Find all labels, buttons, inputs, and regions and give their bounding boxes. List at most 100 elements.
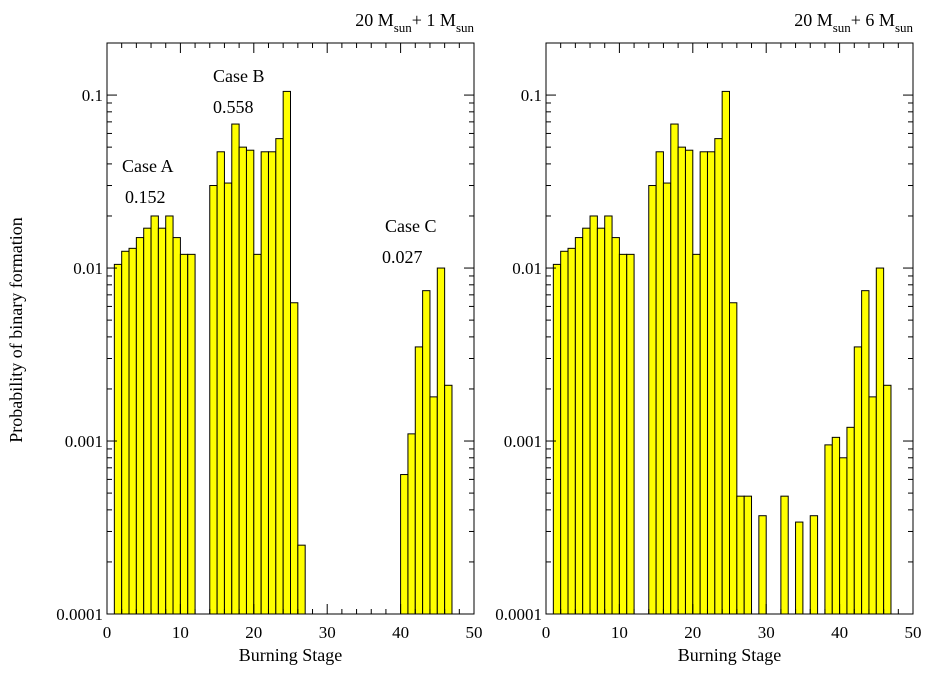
bar-right-stage-9 [611,237,620,615]
bar-left-stage-17 [231,123,240,615]
bar-right-stage-20 [692,253,701,615]
title-right-mid: + 6 M [851,10,895,30]
bar-series-right [552,90,892,615]
ticks-left: 0 10 20 30 40 50 0.0001 0.001 0.01 0.1 [56,42,483,642]
bar-left-stage-18 [238,146,247,615]
chart-panel-left: 0 10 20 30 40 50 0.0001 0.001 0.01 0.1 Burning St… [56,10,482,665]
plot-frame-right [545,42,914,615]
bar-right-stage-32 [780,495,789,615]
annotation-case-b-value: 0.558 [213,97,254,117]
bar-series-left [113,90,453,615]
bar-left-stage-1 [113,263,123,615]
x-tick-label: 20 [684,623,701,642]
bar-left-stage-4 [135,237,145,615]
bar-left-stage-8 [165,215,174,615]
bar-left-stage-20 [253,253,262,615]
x-tick-label: 50 [466,623,483,642]
bar-left-stage-16 [223,182,233,615]
title-left-mid: + 1 M [412,10,456,30]
x-tick-label: 10 [611,623,628,642]
bar-right-stage-7 [596,227,606,615]
bar-left-stage-40 [400,474,409,615]
title-right-sub1: sun [833,20,852,35]
bar-left-stage-14 [209,185,218,615]
x-tick-label: 40 [392,623,409,642]
title-left-sub2: sun [456,20,475,35]
annotation-case-c-value: 0.027 [382,247,423,267]
bar-right-stage-41 [846,426,855,615]
chart-title-left: 20 Msun+ 1 Msun [355,10,474,35]
title-right-sub2: sun [895,20,914,35]
bar-right-stage-26 [736,495,745,615]
bar-left-stage-7 [157,227,167,615]
y-tick-label: 0.1 [82,86,103,105]
bar-right-stage-21 [699,151,708,615]
x-tick-label: 10 [172,623,189,642]
bar-right-stage-40 [839,457,848,615]
bar-left-stage-10 [179,253,189,615]
bar-right-stage-27 [743,495,753,615]
bar-left-stage-11 [187,253,196,615]
bar-left-stage-21 [260,151,269,615]
bar-left-stage-9 [172,237,181,615]
bar-left-stage-46 [444,384,453,615]
x-tick-label: 50 [905,623,922,642]
bar-left-stage-43 [422,290,431,615]
annotation-case-a-value: 0.152 [125,187,166,207]
bar-right-stage-24 [721,90,730,615]
bar-right-stage-34 [795,521,804,615]
bar-left-stage-22 [267,151,277,615]
bar-right-stage-1 [552,263,562,615]
bar-left-stage-44 [429,396,438,615]
bar-right-stage-10 [618,253,628,615]
x-tick-label: 0 [103,623,112,642]
y-tick-label: 0.01 [512,259,542,278]
bar-right-stage-8 [604,215,613,615]
title-left-main: 20 M [355,10,394,30]
bar-left-stage-25 [290,302,299,615]
bar-right-stage-38 [824,444,833,615]
chart-panel-right: 0 10 20 30 40 50 0.0001 0.001 0.01 0.1 Burning St… [495,10,921,665]
title-right-main: 20 M [794,10,833,30]
bar-right-stage-14 [648,185,657,615]
bar-right-stage-3 [567,247,576,615]
bar-right-stage-45 [875,267,885,615]
y-tick-label: 0.001 [504,432,542,451]
bar-right-stage-29 [758,515,767,615]
bar-left-stage-19 [245,149,255,615]
y-tick-label: 0.0001 [56,605,103,624]
bar-right-stage-4 [574,237,584,615]
y-axis-label: Probability of binary formation [6,217,26,442]
y-tick-label: 0.001 [65,432,103,451]
title-left-sub1: sun [394,20,413,35]
bar-left-stage-2 [121,250,130,615]
x-tick-label: 30 [319,623,336,642]
bar-right-stage-44 [868,396,877,615]
bar-right-stage-23 [714,138,723,615]
annotation-case-c-label: Case C [385,216,437,236]
annotation-case-b-label: Case B [213,66,265,86]
plot-frame-left [106,42,475,615]
bar-left-stage-23 [275,138,284,615]
bar-left-stage-45 [436,267,446,615]
bar-right-stage-19 [684,149,694,615]
bar-right-stage-6 [589,215,598,615]
bar-left-stage-3 [128,247,137,615]
bar-right-stage-5 [582,227,591,615]
bar-left-stage-5 [143,227,152,615]
bar-right-stage-18 [677,146,686,615]
bar-right-stage-39 [831,436,841,615]
bar-right-stage-22 [706,151,716,615]
bar-right-stage-17 [670,123,679,615]
bar-left-stage-41 [407,433,416,615]
x-axis-label-left: Burning Stage [239,645,343,665]
x-axis-label-right: Burning Stage [678,645,782,665]
ticks-right: 0 10 20 30 40 50 0.0001 0.001 0.01 0.1 [495,42,922,642]
bar-right-stage-15 [655,151,664,615]
x-tick-label: 0 [542,623,551,642]
x-tick-label: 20 [245,623,262,642]
bar-right-stage-16 [662,182,672,615]
annotation-case-a-label: Case A [122,156,174,176]
bar-right-stage-43 [861,290,870,615]
